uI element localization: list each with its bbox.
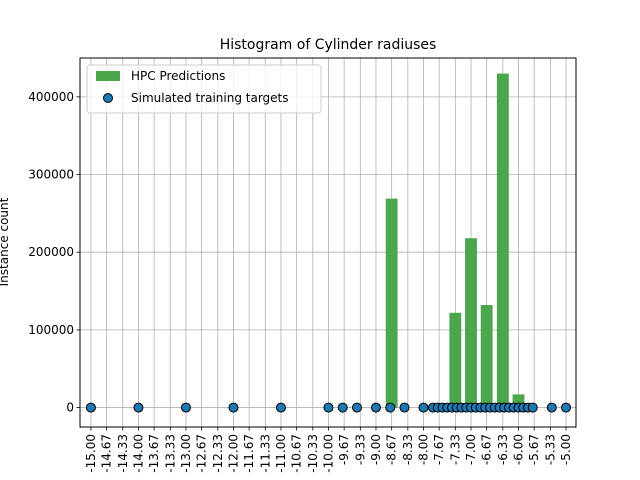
histogram-bar	[449, 312, 462, 408]
plot-frame	[79, 57, 577, 428]
x-tick-label: -9.33	[353, 434, 367, 465]
bar-series	[385, 73, 525, 408]
x-tick-label: -5.67	[527, 434, 541, 465]
y-axis-label: Instance count	[0, 197, 11, 286]
x-axis-ticks: -15.00 -14.67 -14.33 -14.00 -13.67 -13.33 -13.…	[84, 427, 573, 473]
y-axis-ticks: 0 100000 200000 300000 400000	[28, 90, 80, 415]
legend-swatch-bars	[96, 71, 120, 81]
histogram-bar	[496, 73, 509, 408]
x-tick-label: -8.00	[416, 434, 430, 465]
histogram-bar	[512, 394, 525, 408]
x-tick-label: -6.00	[512, 434, 526, 465]
scatter-point	[323, 402, 334, 413]
x-tick-label: -10.67	[290, 434, 304, 473]
x-tick-label: -13.67	[147, 434, 161, 473]
x-tick-label: -8.67	[385, 434, 399, 465]
scatter-point	[228, 402, 239, 413]
scatter-point	[351, 402, 362, 413]
x-tick-label: -13.33	[163, 434, 177, 473]
x-tick-label: -5.00	[559, 434, 573, 465]
y-tick-label: 300000	[28, 168, 74, 182]
x-tick-label: -7.67	[432, 434, 446, 465]
x-tick-label: -9.00	[369, 434, 383, 465]
scatter-point	[546, 402, 557, 413]
histogram-bar	[385, 198, 398, 408]
x-tick-label: -6.67	[480, 434, 494, 465]
legend-label-simulated-targets: Simulated training targets	[131, 91, 289, 105]
x-tick-label: -12.33	[211, 434, 225, 473]
scatter-point	[399, 402, 410, 413]
y-tick-label: 400000	[28, 90, 74, 104]
chart-title: Histogram of Cylinder radiuses	[220, 37, 437, 53]
scatter-point	[561, 402, 572, 413]
scatter-point	[180, 402, 191, 413]
scatter-point	[337, 402, 348, 413]
scatter-point	[370, 402, 381, 413]
histogram-bar	[480, 305, 493, 408]
x-tick-label: -12.67	[195, 434, 209, 473]
x-tick-label: -10.00	[321, 434, 335, 473]
x-tick-label: -7.33	[448, 434, 462, 465]
scatter-point	[527, 402, 538, 413]
scatter-series	[85, 402, 572, 413]
x-tick-label: -10.33	[306, 434, 320, 473]
x-tick-label: -11.00	[274, 434, 288, 473]
x-tick-label: -8.33	[401, 434, 415, 465]
scatter-point	[385, 402, 396, 413]
x-tick-label: -14.33	[116, 434, 130, 473]
x-tick-label: -12.00	[226, 434, 240, 473]
plot-area	[80, 58, 576, 427]
y-tick-label: 200000	[28, 245, 74, 259]
x-tick-label: -14.00	[131, 434, 145, 473]
legend: HPC Predictions Simulated training targe…	[86, 64, 322, 114]
scatter-point	[133, 402, 144, 413]
scatter-point	[275, 402, 286, 413]
legend-label-hpc-predictions: HPC Predictions	[131, 69, 225, 83]
legend-box	[86, 64, 322, 114]
x-tick-label: -14.67	[100, 434, 114, 473]
x-tick-label: -15.00	[84, 434, 98, 473]
x-tick-label: -9.67	[337, 434, 351, 465]
x-tick-label: -5.33	[543, 434, 557, 465]
histogram-bar	[465, 238, 477, 408]
scatter-point	[418, 402, 429, 413]
y-tick-label: 0	[66, 401, 74, 415]
x-tick-label: -7.00	[464, 434, 478, 465]
y-tick-label: 100000	[28, 323, 74, 337]
scatter-point	[85, 402, 96, 413]
legend-marker-points	[103, 93, 113, 103]
x-tick-label: -6.33	[496, 434, 510, 465]
x-tick-label: -11.33	[258, 434, 272, 473]
x-tick-label: -11.67	[242, 434, 256, 473]
x-tick-label: -13.00	[179, 434, 193, 473]
